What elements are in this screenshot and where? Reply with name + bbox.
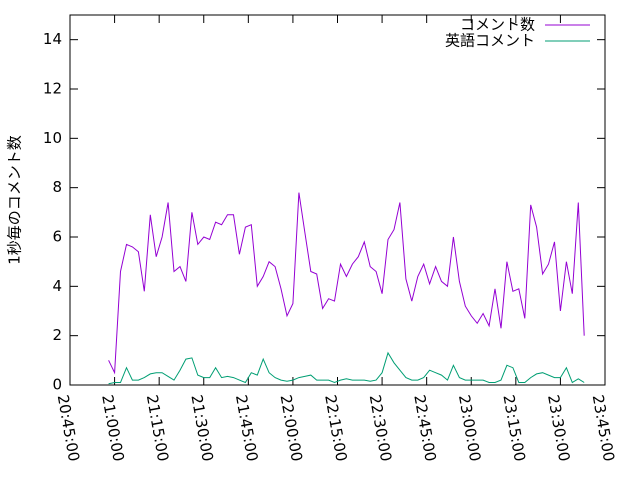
x-tick-label: 23:15:00 — [499, 393, 528, 462]
y-tick-label: 10 — [43, 129, 62, 147]
y-tick-label: 0 — [52, 376, 62, 394]
y-tick-label: 2 — [52, 326, 62, 344]
x-tick-label: 23:30:00 — [544, 393, 573, 462]
y-tick-label: 12 — [43, 80, 62, 98]
legend-label: コメント数 — [460, 16, 535, 34]
y-tick-label: 8 — [52, 178, 62, 196]
x-tick-label: 23:00:00 — [455, 393, 484, 462]
x-tick-label: 21:15:00 — [143, 393, 172, 462]
x-tick-label: 21:45:00 — [232, 393, 261, 462]
y-tick-label: 14 — [43, 30, 62, 48]
x-tick-label: 22:30:00 — [366, 393, 395, 462]
x-tick-label: 21:30:00 — [187, 393, 216, 462]
x-tick-label: 22:00:00 — [277, 393, 306, 462]
y-axis-label: 1秒毎のコメント数 — [6, 135, 24, 265]
x-tick-label: 22:45:00 — [410, 393, 439, 462]
x-tick-label: 20:45:00 — [54, 393, 83, 462]
x-tick-label: 22:15:00 — [321, 393, 350, 462]
x-tick-label: 21:00:00 — [98, 393, 127, 462]
y-tick-label: 4 — [52, 277, 62, 295]
plot-border — [69, 14, 606, 386]
legend-label: 英語コメント — [445, 32, 535, 50]
y-tick-label: 6 — [52, 228, 62, 246]
data-line — [108, 192, 585, 375]
x-tick-label: 23:45:00 — [589, 393, 618, 462]
data-line — [108, 351, 585, 385]
